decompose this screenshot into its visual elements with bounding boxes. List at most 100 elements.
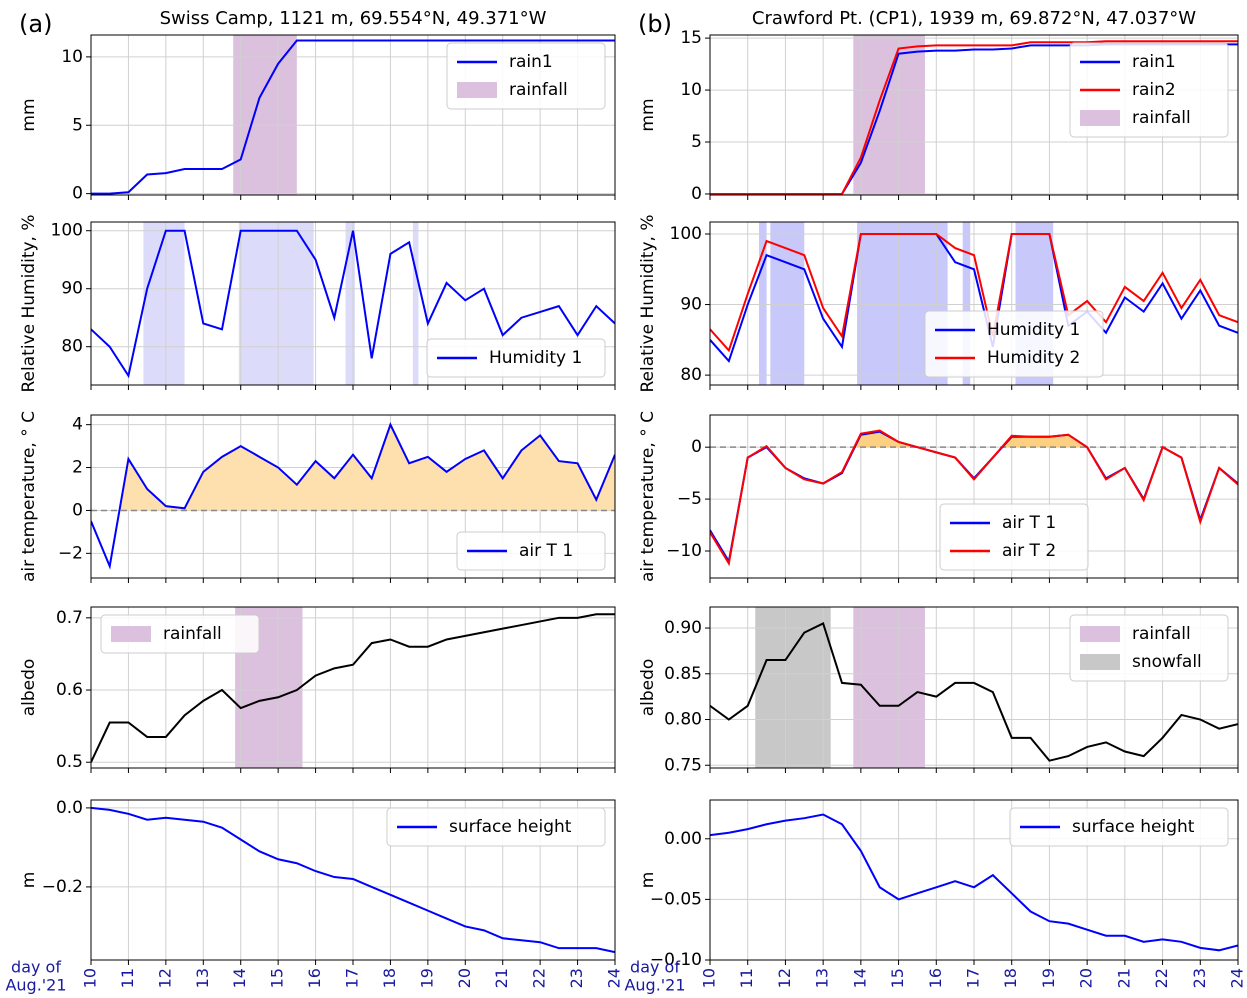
y-tick-label: 0.00 <box>664 829 702 849</box>
legend-label: air T 1 <box>519 541 573 561</box>
y-tick-label: 5 <box>691 132 702 152</box>
plot-frame <box>709 34 1239 196</box>
legend-label: air T 1 <box>1002 513 1056 533</box>
x-tick-label: 21 <box>492 968 511 988</box>
y-axis-label: albedo <box>638 659 658 717</box>
legend-label: Humidity 2 <box>987 348 1080 368</box>
y-tick-label: 100 <box>670 224 702 244</box>
x-tick-label: 11 <box>737 968 756 988</box>
y-tick-label: 90 <box>61 279 83 299</box>
panel: 0 5 10 Swiss Camp, 1121 m, 69.554°N, 49.371… <box>19 8 616 204</box>
x-tick-label: 24 <box>1228 968 1247 988</box>
y-axis-label: air temperature, ° C <box>19 411 39 582</box>
plot-frame <box>90 799 616 961</box>
series-line <box>91 422 615 570</box>
plot-area <box>710 222 1238 385</box>
panel: 0.5 0.6 0.7 albedo rainfall <box>19 606 616 773</box>
saturation-span <box>143 222 185 385</box>
y-tick-label: −5 <box>677 489 702 509</box>
saturation-span <box>962 222 971 385</box>
panel: −2 0 2 4 air temperature, ° C air T 1 <box>19 411 616 583</box>
legend-label: rainfall <box>1132 108 1191 128</box>
x-tick-label: 12 <box>155 968 174 988</box>
x-tick-label: 20 <box>1077 968 1096 988</box>
legend-label: rainfall <box>163 624 222 644</box>
series-line <box>710 429 1238 567</box>
legend-label: rain1 <box>509 52 553 72</box>
legend-label: surface height <box>1072 817 1195 837</box>
series-line <box>91 613 615 763</box>
series-line <box>91 806 615 954</box>
y-tick-label: −0.10 <box>650 950 702 970</box>
legend-label: Humidity 1 <box>987 320 1080 340</box>
y-tick-label: 15 <box>680 28 702 48</box>
series-line <box>710 813 1238 952</box>
plot-frame <box>709 606 1239 769</box>
x-tick-label: 18 <box>1001 968 1020 988</box>
x-tick-label: 16 <box>305 968 324 988</box>
y-tick-label: −0.2 <box>42 877 83 897</box>
y-axis-label: m <box>19 872 39 889</box>
x-tick-label: 23 <box>567 968 586 988</box>
plot-area <box>710 35 1238 195</box>
y-tick-label: 0.85 <box>664 664 702 684</box>
x-axis-label: day of <box>630 958 680 977</box>
panel: −10 −5 0 air temperature, ° C air T 1 air T 2 <box>638 411 1239 583</box>
y-axis-label: Relative Humidity, % <box>638 214 658 392</box>
legend-label: rain2 <box>1132 80 1176 100</box>
saturation-span <box>759 222 767 385</box>
plot-frame <box>90 221 616 386</box>
x-tick-label: 13 <box>813 968 832 988</box>
saturation-span <box>412 222 419 385</box>
y-tick-label: −2 <box>58 543 83 563</box>
plot-frame <box>709 221 1239 386</box>
legend-label: surface height <box>449 817 572 837</box>
y-tick-label: 80 <box>680 365 702 385</box>
y-tick-label: 4 <box>72 415 83 435</box>
plot-frame <box>90 34 616 196</box>
plot-area <box>710 607 1238 768</box>
x-tick-label: 16 <box>926 968 945 988</box>
y-tick-label: 0.80 <box>664 710 702 730</box>
plot-area <box>91 35 615 195</box>
legend-box <box>939 503 1089 571</box>
x-tick-label: 15 <box>888 968 907 988</box>
saturation-span <box>345 222 355 385</box>
y-tick-label: 2 <box>72 458 83 478</box>
plot-area <box>91 222 615 385</box>
x-tick-label: 10 <box>81 968 100 988</box>
panel-label: (a) <box>19 10 52 38</box>
y-tick-label: 0 <box>691 437 702 457</box>
y-tick-label: 0.6 <box>56 680 83 700</box>
x-tick-label: 24 <box>605 968 624 988</box>
x-tick-label: 10 <box>700 968 719 988</box>
legend-label: rainfall <box>509 80 568 100</box>
span <box>233 35 297 195</box>
y-tick-label: 0.90 <box>664 618 702 638</box>
x-tick-label: 21 <box>1114 968 1133 988</box>
legend-swatch <box>457 82 497 98</box>
x-tick-label: 19 <box>417 968 436 988</box>
y-tick-label: 0.75 <box>664 755 702 775</box>
y-tick-label: 0.7 <box>56 608 83 628</box>
y-tick-label: 5 <box>72 115 83 135</box>
legend-box <box>386 807 606 847</box>
legend-label: rain1 <box>1132 52 1176 72</box>
panel: 80 90 100 Relative Humidity, % Humidity 1 Hum… <box>638 214 1239 393</box>
x-tick-label: 23 <box>1190 968 1209 988</box>
legend-box <box>1009 807 1229 847</box>
legend-label: rainfall <box>1132 624 1191 644</box>
y-tick-label: −10 <box>666 541 702 561</box>
panel: 0.75 0.80 0.85 0.90 albedo rainfall snowfall <box>638 606 1239 775</box>
series-line <box>710 232 1238 353</box>
span <box>853 607 925 768</box>
x-tick-label: 20 <box>455 968 474 988</box>
y-tick-label: 80 <box>61 337 83 357</box>
panel-label: (b) <box>638 10 672 38</box>
positive-fill <box>854 431 1088 448</box>
x-tick-label: 14 <box>230 968 249 988</box>
x-tick-label: 11 <box>118 968 137 988</box>
x-tick-label: 22 <box>530 968 549 988</box>
x-tick-label: 18 <box>380 968 399 988</box>
x-axis-label: Aug.'21 <box>624 976 685 995</box>
